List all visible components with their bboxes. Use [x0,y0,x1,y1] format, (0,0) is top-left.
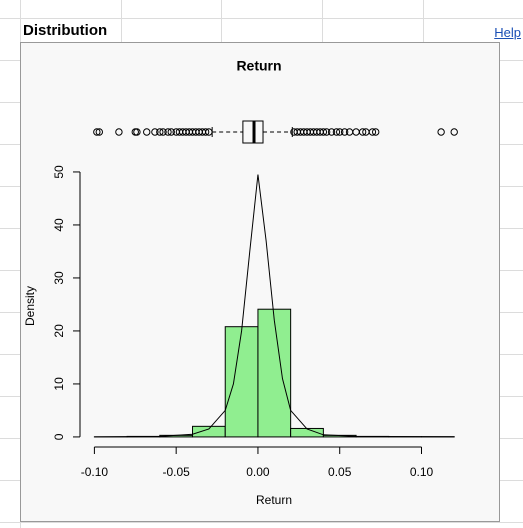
outlier [133,128,141,136]
x-tick-label: -0.05 [162,465,190,479]
outlier [358,128,367,136]
histogram-bar [257,308,292,438]
panel-title: Distribution [23,22,108,39]
outlier [332,128,341,136]
plot-frame [20,42,500,522]
outlier [327,128,336,136]
x-tick-label: 0.00 [246,465,270,479]
density-line [94,174,455,438]
outlier [159,128,167,136]
outlier [167,128,175,136]
x-tick-label: 0.05 [328,465,352,479]
y-tick-label: 30 [52,271,66,285]
outlier [115,128,123,136]
y-tick-label: 20 [52,324,66,338]
outlier [319,128,328,136]
outlier [437,128,445,136]
outlier [368,128,377,136]
outlier [450,128,458,136]
help-link[interactable]: Help [494,25,521,40]
outlier [151,128,159,136]
histogram-bar [192,425,226,438]
x-tick-label: -0.10 [81,465,109,479]
y-tick-label: 0 [52,433,66,440]
outlier [156,128,164,136]
outlier [205,128,213,136]
x-axis-label: Return [256,493,292,507]
outlier [372,128,380,136]
outlier [164,128,172,136]
y-axis-label: Density [23,286,37,326]
outlier [201,128,210,136]
outlier [340,128,349,136]
x-tick-label: 0.10 [410,465,434,479]
y-tick-label: 50 [52,165,66,179]
outlier [336,128,344,136]
outlier [143,128,151,136]
chart-title: Return [236,58,281,74]
y-tick-label: 40 [52,218,66,232]
histogram-bar [224,326,259,438]
outlier [95,128,103,136]
y-tick-label: 10 [52,377,66,391]
outlier [322,128,331,136]
outlier [93,128,101,136]
chart: Return Return Density 0 10 20 30 40 50 -0.10 -0… [20,42,500,522]
